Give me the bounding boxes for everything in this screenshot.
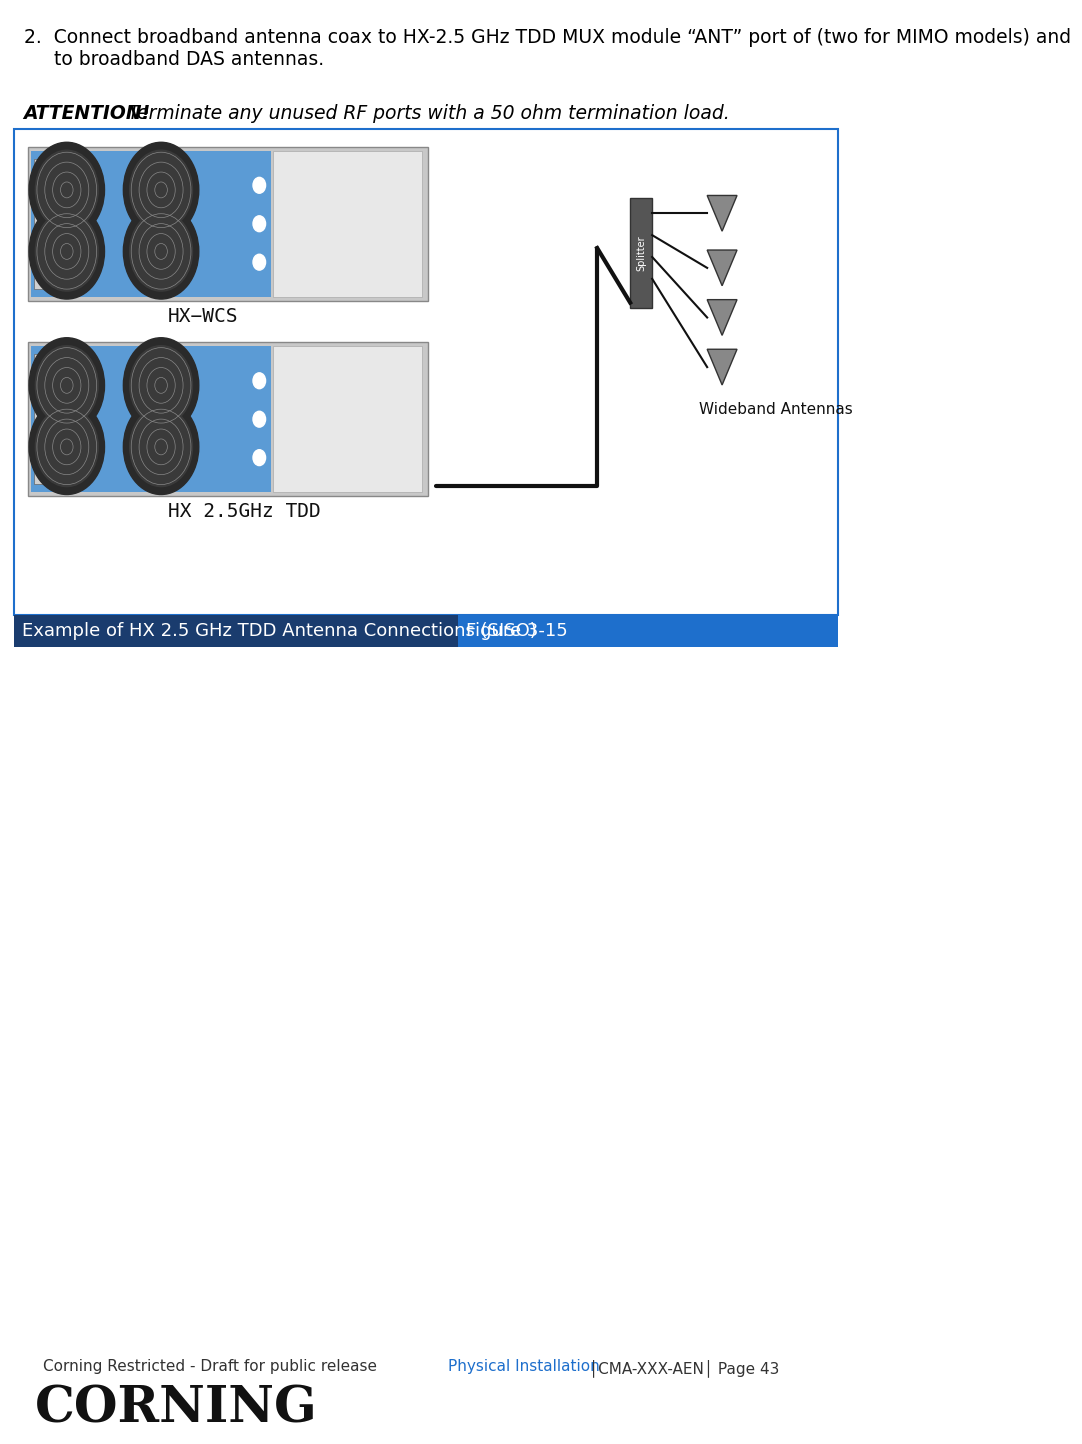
Bar <box>36 388 54 393</box>
Bar <box>36 465 54 469</box>
Bar <box>36 404 54 407</box>
Bar <box>273 150 422 296</box>
Circle shape <box>29 399 105 494</box>
Bar <box>36 419 54 423</box>
Circle shape <box>130 345 193 425</box>
Circle shape <box>253 412 265 427</box>
Bar <box>36 435 54 439</box>
Bar <box>36 254 54 258</box>
Text: Example of HX 2.5 GHz TDD Antenna Connections (SISO): Example of HX 2.5 GHz TDD Antenna Connec… <box>22 622 537 640</box>
Text: Splitter: Splitter <box>636 235 646 271</box>
Circle shape <box>253 449 265 465</box>
Bar <box>630 198 652 308</box>
Text: Physical Installation: Physical Installation <box>448 1359 599 1375</box>
Bar <box>36 270 54 273</box>
Text: Corning Restricted - Draft for public release: Corning Restricted - Draft for public re… <box>43 1359 378 1375</box>
Bar <box>27 342 428 497</box>
Circle shape <box>123 143 199 237</box>
Bar <box>34 354 56 484</box>
Bar <box>36 163 54 166</box>
Circle shape <box>253 178 265 193</box>
Bar <box>14 615 458 647</box>
Bar <box>30 347 272 492</box>
Bar <box>27 147 428 300</box>
Text: 2.  Connect broadband antenna coax to HX-2.5 GHz TDD MUX module “ANT” port of (t: 2. Connect broadband antenna coax to HX-… <box>24 27 1071 69</box>
Circle shape <box>29 338 105 433</box>
Circle shape <box>123 399 199 494</box>
Polygon shape <box>708 250 737 286</box>
Bar <box>273 347 422 492</box>
Text: ATTENTION!: ATTENTION! <box>24 104 150 123</box>
Circle shape <box>36 407 98 487</box>
Polygon shape <box>708 300 737 335</box>
Bar <box>36 178 54 182</box>
Circle shape <box>29 143 105 237</box>
Text: Terminate any unused RF ports with a 50 ohm termination load.: Terminate any unused RF ports with a 50 … <box>122 104 729 123</box>
Circle shape <box>36 345 98 425</box>
Text: HX 2.5GHz TDD: HX 2.5GHz TDD <box>168 503 320 521</box>
Bar <box>36 208 54 212</box>
Polygon shape <box>708 349 737 386</box>
Text: │CMA-XXX-AEN│ Page 43: │CMA-XXX-AEN│ Page 43 <box>590 1359 780 1378</box>
Circle shape <box>123 204 199 299</box>
Circle shape <box>253 215 265 231</box>
Bar <box>36 374 54 377</box>
Circle shape <box>130 407 193 487</box>
Bar <box>34 159 56 289</box>
Circle shape <box>36 150 98 230</box>
Text: HX−WCS: HX−WCS <box>168 306 238 325</box>
Bar <box>36 193 54 198</box>
Bar <box>14 129 837 615</box>
Bar <box>458 615 837 647</box>
Circle shape <box>253 373 265 388</box>
Bar <box>36 224 54 228</box>
Circle shape <box>130 150 193 230</box>
Circle shape <box>29 204 105 299</box>
Bar <box>30 150 272 296</box>
Circle shape <box>123 338 199 433</box>
Text: Wideband Antennas: Wideband Antennas <box>699 401 853 417</box>
Bar <box>36 240 54 243</box>
Polygon shape <box>708 195 737 231</box>
Bar <box>36 358 54 362</box>
Text: Figure 3-15: Figure 3-15 <box>466 622 568 640</box>
Circle shape <box>253 254 265 270</box>
Bar <box>36 449 54 453</box>
Circle shape <box>36 212 98 292</box>
Text: CORNING: CORNING <box>36 1385 318 1432</box>
Circle shape <box>130 212 193 292</box>
